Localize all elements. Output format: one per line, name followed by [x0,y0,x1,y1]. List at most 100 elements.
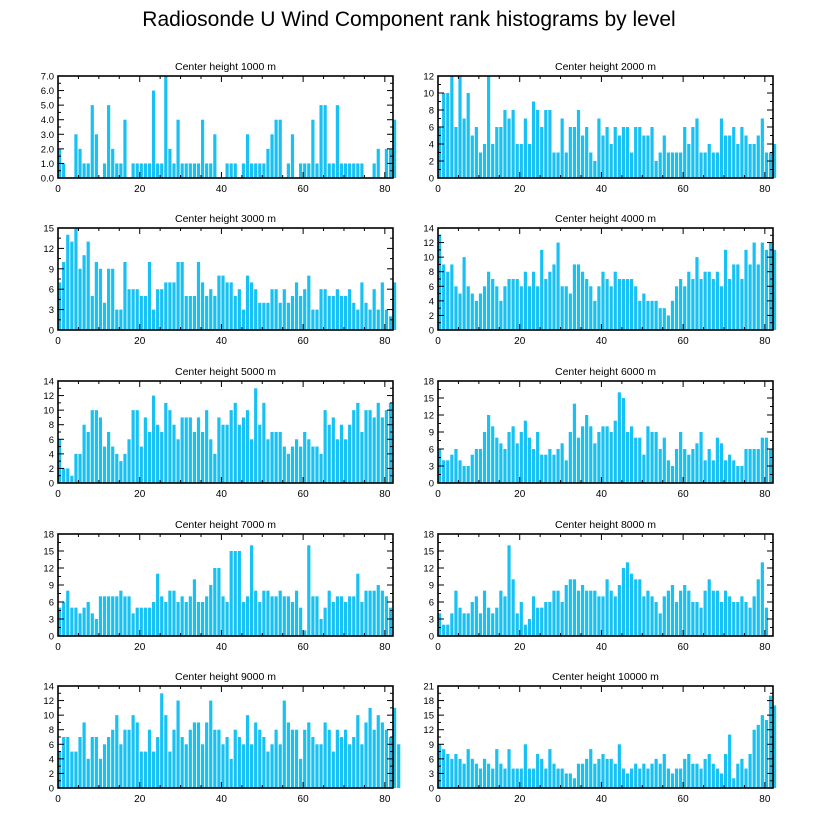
x-tick-label: 40 [596,336,608,347]
histogram-bar [625,562,630,636]
histogram-bar [107,105,111,178]
histogram-bar [454,449,458,483]
histogram-bar [98,596,103,636]
histogram-bar [487,607,491,636]
histogram-bar [576,590,581,636]
histogram-bar [666,768,670,788]
histogram-bar [773,144,777,178]
y-tick-label: 6 [49,435,54,446]
histogram-bar [352,737,356,788]
histogram-bar [311,446,315,483]
histogram-bar [217,568,221,636]
y-tick-label: 6 [49,740,54,751]
histogram-bar [200,602,205,636]
histogram-bar [217,275,221,330]
histogram-bar [299,446,303,483]
y-tick-label: 7.0 [41,72,54,83]
histogram-bar [732,778,736,788]
x-tick-label: 60 [678,489,690,500]
histogram-bar [102,596,107,636]
histogram-bar [674,286,679,330]
x-tick-label: 60 [678,336,690,347]
histogram-bar [127,439,131,483]
histogram-bar [650,596,654,636]
histogram-bar [446,93,450,178]
histogram-bar [311,309,315,330]
histogram-bar [642,763,646,788]
histogram-bar [723,135,728,178]
histogram-bar [699,279,703,330]
histogram-bar [572,778,577,788]
histogram-bar [58,282,62,330]
histogram-bar [388,316,393,330]
histogram-bar [593,763,597,788]
histogram-bar [748,754,752,788]
histogram-bar [519,144,523,178]
histogram-bar [156,163,160,178]
histogram-bar [634,286,638,330]
histogram-bar [621,279,626,330]
histogram-bar [679,279,683,330]
histogram-bar [478,613,483,636]
histogram-bar [123,596,127,636]
histogram-bar [139,296,143,330]
histogram-bar [168,410,172,483]
histogram-bar [258,302,262,330]
histogram-bar [531,101,536,178]
histogram-bar [695,763,699,788]
histogram-bar [568,773,572,788]
histogram-bar [393,282,397,330]
histogram-bar [352,410,356,483]
histogram-bar [773,705,777,788]
histogram-bar [495,127,499,178]
histogram-bar [74,751,78,788]
histogram-bar [495,437,499,483]
histogram-bar [384,729,389,788]
histogram-bar [450,454,454,483]
histogram-bar [638,300,642,330]
histogram-bar [213,453,217,483]
histogram-panel: Center height 2000 m 0 20 40 60 80 0 2 4 6 8 10 12 [423,61,777,195]
histogram-bar [111,729,115,788]
y-tick-label: 5.0 [41,101,54,112]
histogram-bar [192,432,197,483]
histogram-bar [585,127,589,178]
panel-title: Center height 4000 m [555,213,656,225]
y-tick-label: 6 [429,445,434,456]
histogram-bar [233,163,237,178]
histogram-bar [593,443,597,483]
histogram-bar [446,460,450,483]
histogram-bar [666,152,670,178]
histogram-bar [556,152,560,178]
histogram-bar [719,773,724,788]
histogram-bar [221,744,225,788]
histogram-bar [487,76,491,178]
histogram-bar [290,296,295,330]
histogram-bar [172,282,176,330]
histogram-bar [270,744,274,788]
histogram-bar [576,763,581,788]
histogram-bar [282,446,286,483]
histogram-bar [384,309,389,330]
histogram-bar [723,754,728,788]
histogram-bar [131,289,135,330]
histogram-bar [560,602,564,636]
histogram-bar [662,596,666,636]
histogram-bar [213,568,217,636]
histogram-bar [703,590,707,636]
panel-title: Center height 7000 m [175,519,276,531]
histogram-bar [450,76,454,178]
histogram-bar [752,596,756,636]
histogram-bar [458,607,462,636]
histogram-bar [180,163,184,178]
histogram-bar [487,763,491,788]
histogram-bar [773,249,777,330]
histogram-bar [348,163,352,178]
histogram-bar [376,148,380,178]
histogram-bar [192,579,197,636]
histogram-bar [585,758,589,788]
y-tick-label: 3.0 [41,130,54,141]
x-tick-label: 40 [596,642,608,653]
histogram-bar [82,722,86,788]
x-tick-label: 80 [759,184,771,195]
